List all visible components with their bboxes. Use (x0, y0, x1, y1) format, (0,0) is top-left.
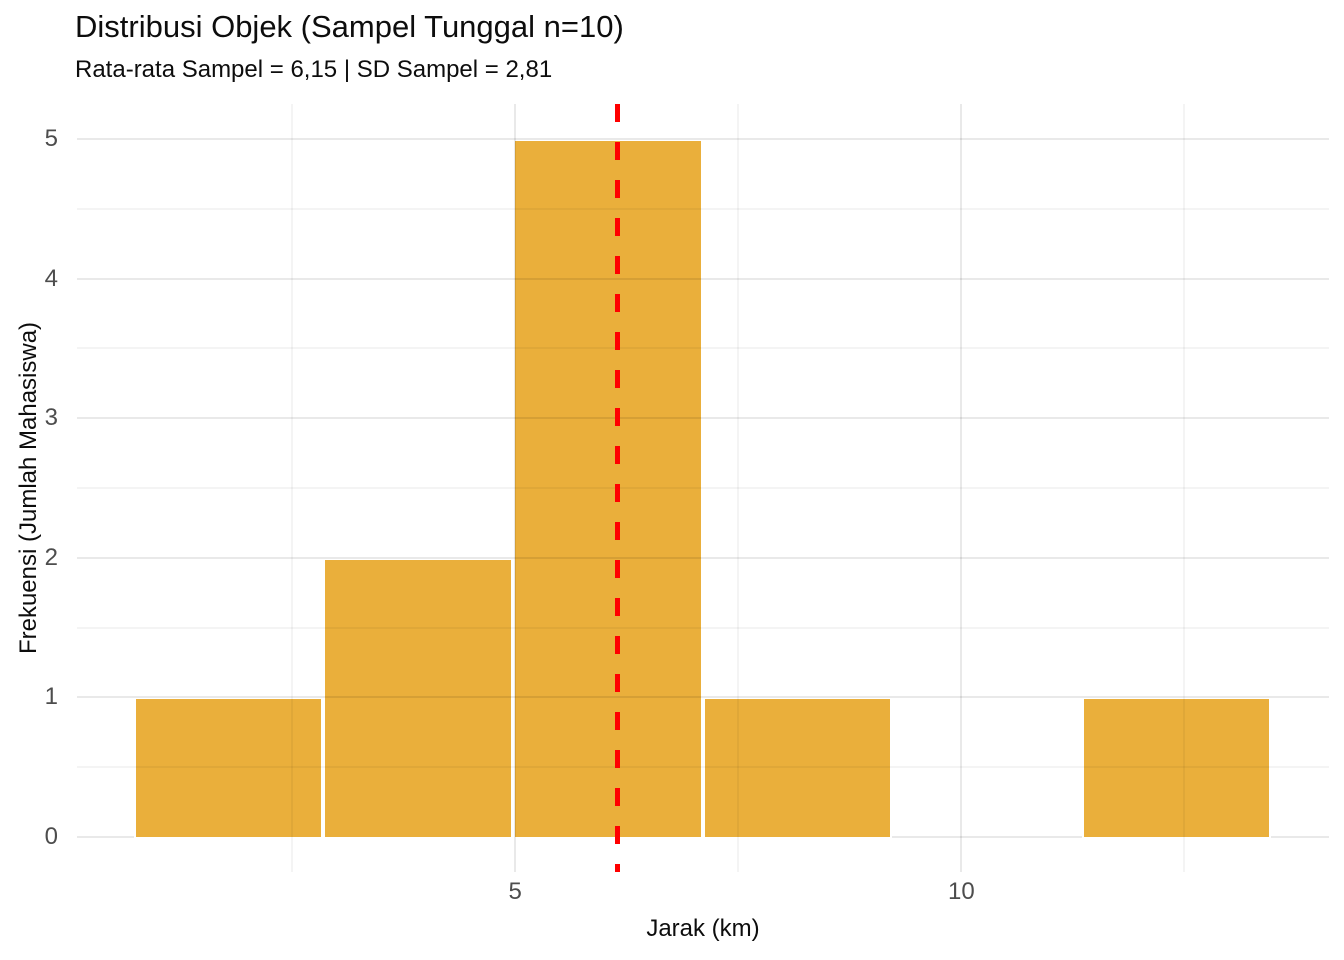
chart-subtitle: Rata-rata Sampel = 6,15 | SD Sampel = 2,… (75, 56, 553, 83)
gridline-minor-y (77, 207, 1329, 210)
histogram-bar (323, 557, 514, 840)
mean-line (615, 104, 621, 872)
gridline-major-y (77, 556, 1329, 559)
gridline-minor-x (737, 104, 740, 872)
y-tick-label: 4 (44, 264, 58, 292)
histogram-bar (134, 697, 324, 840)
x-tick-label: 5 (508, 878, 522, 905)
gridline-major-y (77, 277, 1329, 280)
gridline-major-y (77, 417, 1329, 420)
x-tick-label: 10 (947, 878, 975, 905)
histogram-bar (702, 697, 892, 840)
x-axis-title: Jarak (km) (646, 915, 760, 942)
gridline-minor-y (77, 766, 1329, 769)
histogram-bar (1081, 697, 1271, 840)
y-tick-label: 0 (44, 823, 58, 851)
gridline-major-y (77, 137, 1329, 140)
gridline-minor-y (77, 487, 1329, 489)
y-tick-label: 1 (44, 683, 58, 711)
histogram-bar (513, 138, 703, 840)
gridline-major-x (514, 104, 517, 872)
gridline-minor-x (1183, 104, 1186, 872)
gridline-minor-y (77, 626, 1329, 629)
gridline-major-y (77, 696, 1329, 699)
gridline-major-x (960, 104, 963, 872)
y-tick-label: 3 (44, 404, 58, 432)
y-tick-label: 2 (44, 543, 58, 571)
y-axis-title: Frekuensi (Jumlah Mahasiswa) (15, 321, 42, 655)
chart-title: Distribusi Objek (Sampel Tunggal n=10) (75, 9, 624, 44)
gridline-minor-y (77, 347, 1329, 350)
gridline-minor-x (291, 104, 294, 872)
y-tick-label: 5 (44, 124, 58, 152)
